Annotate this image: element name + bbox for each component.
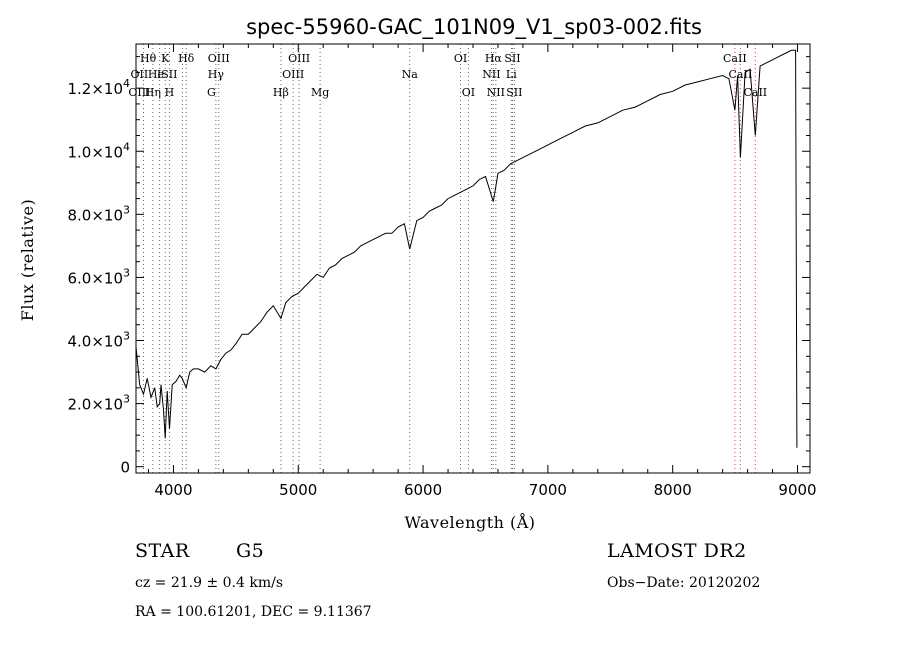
object-subclass: G5: [236, 540, 265, 562]
y-tick-label: 0: [120, 459, 130, 477]
y-tick-label: 2.0×103: [67, 393, 130, 414]
spectrum-line: [135, 49, 798, 448]
line-label-mg: Mg: [311, 86, 329, 99]
spectral-line-markers: [142, 44, 756, 473]
x-tick-label: 8000: [654, 481, 692, 499]
y-axis-label: Flux (relative): [18, 199, 37, 321]
line-label-hθ: Hθ: [140, 52, 157, 65]
line-label-caii: CaII: [723, 52, 747, 65]
line-label-he: He: [148, 68, 164, 81]
line-label-nii: NII: [482, 68, 500, 81]
line-label-oi: OI: [462, 86, 475, 99]
line-label-isii: ISII: [157, 68, 178, 81]
y-axis: 0 2.0×103 4.0×103 6.0×103 8.0×103 1.0×104 1.2×…: [67, 56, 810, 477]
chart-title: spec-55960-GAC_101N09_V1_sp03-002.fits: [246, 15, 702, 40]
y-tick-label: 4.0×103: [67, 330, 130, 351]
observation-date: Obs−Date: 20120202: [607, 575, 761, 591]
line-label-oi: OI: [454, 52, 467, 65]
x-axis-label: Wavelength (Å): [404, 512, 535, 532]
survey-name: LAMOST DR2: [607, 540, 747, 562]
line-label-na: Na: [402, 68, 419, 81]
line-label-li: Li: [506, 68, 517, 81]
x-tick-label: 9000: [778, 481, 816, 499]
x-axis: 4000 5000 6000 7000 8000 9000: [147, 44, 817, 499]
ra-dec: RA = 100.61201, DEC = 9.11367: [135, 604, 372, 620]
y-tick-label: 1.2×104: [67, 77, 130, 98]
x-tick-label: 4000: [154, 481, 192, 499]
line-label-oiii: OIII: [208, 52, 230, 65]
line-label-oiii: OIII: [288, 52, 310, 65]
x-tick-label: 6000: [404, 481, 442, 499]
line-label-oii: OII: [131, 68, 149, 81]
line-label-sii: SII: [506, 86, 522, 99]
line-label-oiii: OIII: [282, 68, 304, 81]
object-class: STAR: [135, 540, 190, 562]
line-label-oiii: OIII: [128, 86, 150, 99]
line-label-hη: Hη: [145, 86, 161, 99]
redshift-velocity: cz = 21.9 ± 0.4 km/s: [135, 575, 284, 591]
line-label-hδ: Hδ: [178, 52, 195, 65]
line-label-hβ: Hβ: [273, 86, 289, 99]
line-label-hα: Hα: [485, 52, 503, 65]
line-label-k: K: [161, 52, 170, 65]
y-tick-label: 6.0×103: [67, 266, 130, 287]
line-label-hγ: Hγ: [208, 68, 225, 81]
x-tick-label: 5000: [279, 481, 317, 499]
x-tick-label: 7000: [529, 481, 567, 499]
y-tick-label: 1.0×104: [67, 140, 130, 161]
line-label-g: G: [207, 86, 216, 99]
line-label-h: H: [165, 86, 175, 99]
y-tick-label: 8.0×103: [67, 203, 130, 224]
line-label-caii: CaII: [743, 86, 767, 99]
line-label-sii: SII: [504, 52, 520, 65]
plot-frame: [135, 43, 811, 474]
line-label-nii: NII: [487, 86, 505, 99]
